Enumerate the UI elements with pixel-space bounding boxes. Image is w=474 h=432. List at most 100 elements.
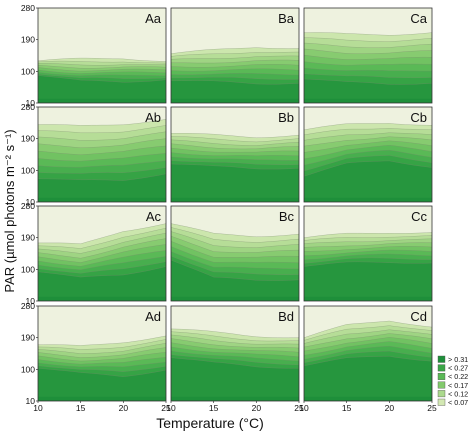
panel-frame: [170, 205, 300, 302]
y-tick-label: 190: [21, 233, 35, 243]
legend-swatch: [437, 364, 446, 372]
panel-label: Aa: [145, 11, 162, 26]
y-tick-label: 190: [21, 35, 35, 45]
contour-bands: [304, 232, 432, 301]
contour-bands: [38, 223, 166, 301]
y-tick-label: 100: [21, 264, 35, 274]
panel-frame: [303, 205, 433, 302]
contour-band-min: [304, 296, 432, 301]
panel-label: Bd: [278, 309, 294, 324]
y-tick-label: 280: [21, 201, 35, 211]
x-tick-label: 15: [209, 403, 219, 413]
contour-band-min: [304, 98, 432, 103]
panel-Cd: Cd 10 15 20 25: [299, 305, 437, 413]
contour-bands: [38, 119, 166, 202]
y-tick-label: 100: [21, 364, 35, 374]
x-tick-label: 25: [161, 403, 171, 413]
legend-swatch: [437, 355, 446, 363]
contour-band: [304, 261, 432, 301]
contour-band: [171, 80, 299, 103]
panel-label: Bb: [278, 110, 294, 125]
panel-label: Bc: [279, 209, 295, 224]
contour-bands: [171, 47, 299, 103]
x-tick-label: 20: [119, 403, 129, 413]
panel-Ca: Ca: [303, 7, 433, 104]
legend-label: < 0.12: [448, 389, 468, 398]
panel-frame: [37, 7, 167, 104]
contour-band: [171, 357, 299, 401]
contour-band-min: [171, 197, 299, 202]
contour-band-min: [304, 396, 432, 401]
contour-band-min: [304, 197, 432, 202]
panel-Aa: Aa 10 100 190 280: [21, 3, 167, 108]
panel-label: Ac: [146, 209, 162, 224]
contour-band-min: [38, 396, 166, 401]
panel-frame: [303, 7, 433, 104]
y-tick-label: 10: [26, 98, 36, 108]
panel-Bb: Bb: [170, 106, 300, 203]
y-tick-label: 100: [21, 165, 35, 175]
legend-label: < 0.22: [448, 372, 468, 381]
legend-swatch: [437, 373, 446, 380]
contour-bands: [38, 57, 166, 103]
legend-swatch: [437, 398, 446, 406]
x-tick-label: 25: [427, 403, 437, 413]
contour-bands: [171, 328, 299, 401]
contour-band: [38, 173, 166, 202]
panel-label: Cb: [410, 110, 427, 125]
x-tick-label: 10: [299, 403, 309, 413]
contour-bands: [171, 223, 299, 301]
x-tick-label: 20: [252, 403, 262, 413]
legend-label: < 0.17: [448, 381, 468, 390]
contour-band: [304, 78, 432, 103]
contour-bands: [38, 335, 166, 401]
panel-frame: [303, 305, 433, 402]
contour-band-min: [171, 396, 299, 401]
panel-frame: [170, 305, 300, 402]
contour-band: [38, 368, 166, 401]
y-tick-label: 10: [26, 197, 36, 207]
panel-Ad: Ad 10 100 190 280 10 15 20 25: [21, 301, 171, 413]
legend-swatch: [437, 390, 446, 398]
panel-label: Ca: [410, 11, 427, 26]
y-tick-label: 280: [21, 301, 35, 311]
legend: > 0.31< 0.27< 0.22< 0.17< 0.12< 0.07: [437, 355, 468, 407]
panel-frame: [37, 305, 167, 402]
legend-label: < 0.07: [448, 398, 468, 407]
contour-band-min: [38, 98, 166, 103]
y-tick-label: 10: [26, 296, 36, 306]
contour-band-min: [171, 98, 299, 103]
x-tick-label: 20: [385, 403, 395, 413]
legend-swatch: [437, 381, 446, 389]
panel-Cc: Cc: [303, 205, 433, 302]
panel-frame: [170, 7, 300, 104]
panel-Bd: Bd 10 15 20 25: [166, 305, 304, 413]
y-tick-label: 100: [21, 66, 35, 76]
contour-band: [38, 266, 166, 301]
contour-band: [171, 163, 299, 202]
panel-Ab: Ab 10 100 190 280: [21, 102, 167, 207]
legend-label: < 0.27: [448, 364, 468, 373]
x-tick-label: 15: [342, 403, 352, 413]
contour-band-min: [38, 296, 166, 301]
panel-Ba: Ba: [170, 7, 300, 104]
contour-band: [38, 75, 166, 103]
panel-label: Cd: [410, 309, 427, 324]
panel-frame: [37, 106, 167, 203]
contour-bands: [304, 123, 432, 202]
panel-label: Ba: [278, 11, 295, 26]
y-tick-label: 280: [21, 102, 35, 112]
contour-bands: [304, 32, 432, 103]
panel-Ac: Ac 10 100 190 280: [21, 201, 167, 306]
contour-band-min: [171, 296, 299, 301]
contour-band: [304, 160, 432, 202]
contour-band: [304, 356, 432, 401]
y-axis-label: PAR (µmol photons m⁻² s⁻¹): [2, 129, 17, 292]
panel-frame: [170, 106, 300, 203]
panel-Cb: Cb: [303, 106, 433, 203]
contour-band-min: [38, 197, 166, 202]
x-tick-label: 25: [294, 403, 304, 413]
x-axis-label: Temperature (°C): [156, 415, 264, 431]
